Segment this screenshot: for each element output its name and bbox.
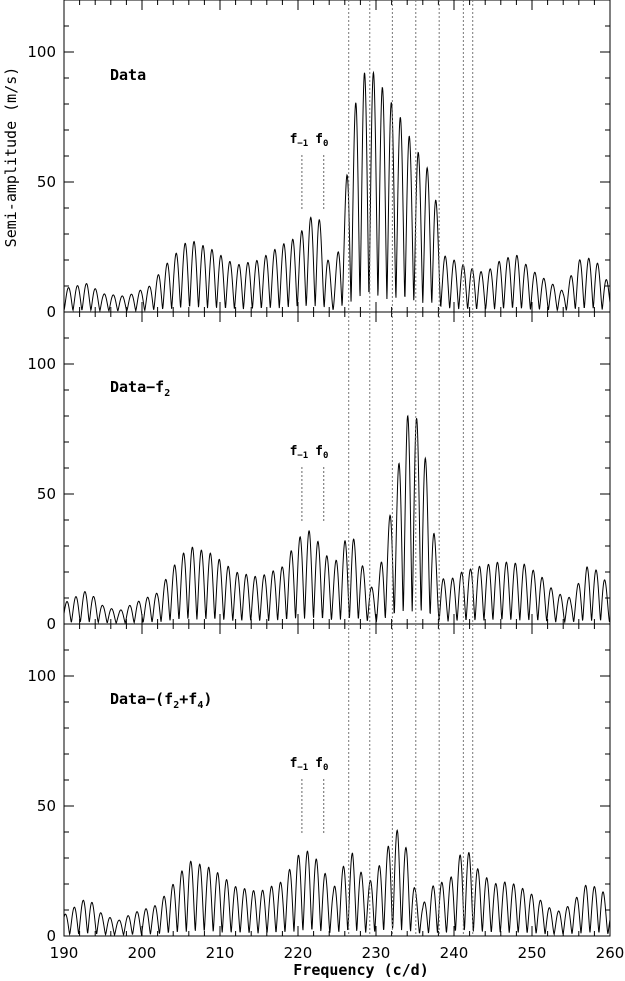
x-tick-label: 250 xyxy=(518,944,547,962)
panel-label: Data−(f2+f4) xyxy=(110,690,212,711)
frequency-label-subscript: −1 xyxy=(297,139,308,149)
x-axis-layer: 190 200 210 220 230 240 250 260 xyxy=(50,944,625,962)
x-tick-label: 190 xyxy=(50,944,79,962)
panel-label: Data−f2 xyxy=(110,378,170,399)
panel-frame xyxy=(63,623,611,937)
panel-label: Data xyxy=(110,66,146,84)
y-tick-label: 50 xyxy=(37,485,56,503)
frequency-label-subscript: 0 xyxy=(323,763,328,773)
frequency-label-f-1: f−1 xyxy=(290,756,309,773)
x-tick-label: 210 xyxy=(206,944,235,962)
frequency-label-main: f xyxy=(315,444,323,459)
y-tick-label: 100 xyxy=(27,43,56,61)
panel-label-main: Data−f xyxy=(110,378,164,396)
x-tick-label: 260 xyxy=(596,944,625,962)
series-line-panel-1 xyxy=(64,70,610,312)
reference-lines-layer xyxy=(348,0,474,936)
series-line-panel-2 xyxy=(64,414,610,624)
frequency-label-f-1: f−1 xyxy=(290,132,309,149)
panel-label-subscript: 2 xyxy=(173,700,179,711)
frequency-label-main: f xyxy=(315,132,323,147)
frequency-label-main: f xyxy=(290,444,298,459)
x-tick-label: 240 xyxy=(440,944,469,962)
y-axis-title: Semi-amplitude (m/s) xyxy=(2,67,20,248)
series-line-panel-3 xyxy=(64,829,610,936)
y-tick-label: 0 xyxy=(46,615,56,633)
x-tick-label: 220 xyxy=(284,944,313,962)
y-tick-label: 100 xyxy=(27,667,56,685)
y-tick-label: 0 xyxy=(46,927,56,945)
y-tick-label: 50 xyxy=(37,797,56,815)
x-tick-label: 200 xyxy=(128,944,157,962)
panel-label-tail: ) xyxy=(203,690,212,708)
frequency-label-f0: f0 xyxy=(315,756,328,773)
panel-label-tail: +f xyxy=(179,690,197,708)
frequency-label-f0: f0 xyxy=(315,444,328,461)
frequency-label-subscript: −1 xyxy=(297,451,308,461)
frequency-label-subscript: 0 xyxy=(323,451,328,461)
panel-frame xyxy=(63,0,611,313)
x-tick-label: 230 xyxy=(362,944,391,962)
y-tick-label: 50 xyxy=(37,173,56,191)
panel-label-subscript: 4 xyxy=(197,700,203,711)
panel-label-subscript: 2 xyxy=(164,388,170,399)
frequency-label-f-1: f−1 xyxy=(290,444,309,461)
y-tick-label: 0 xyxy=(46,303,56,321)
x-axis-title: Frequency (c/d) xyxy=(293,961,428,979)
panel-label-main: Data−(f xyxy=(110,690,173,708)
frequency-label-main: f xyxy=(315,756,323,771)
panel-frame xyxy=(63,311,611,625)
y-tick-label: 100 xyxy=(27,355,56,373)
panel-label-main: Data xyxy=(110,66,146,84)
frequency-label-f0: f0 xyxy=(315,132,328,149)
frequency-label-main: f xyxy=(290,132,298,147)
frequency-label-main: f xyxy=(290,756,298,771)
frequency-label-subscript: −1 xyxy=(297,763,308,773)
frequency-label-subscript: 0 xyxy=(323,139,328,149)
